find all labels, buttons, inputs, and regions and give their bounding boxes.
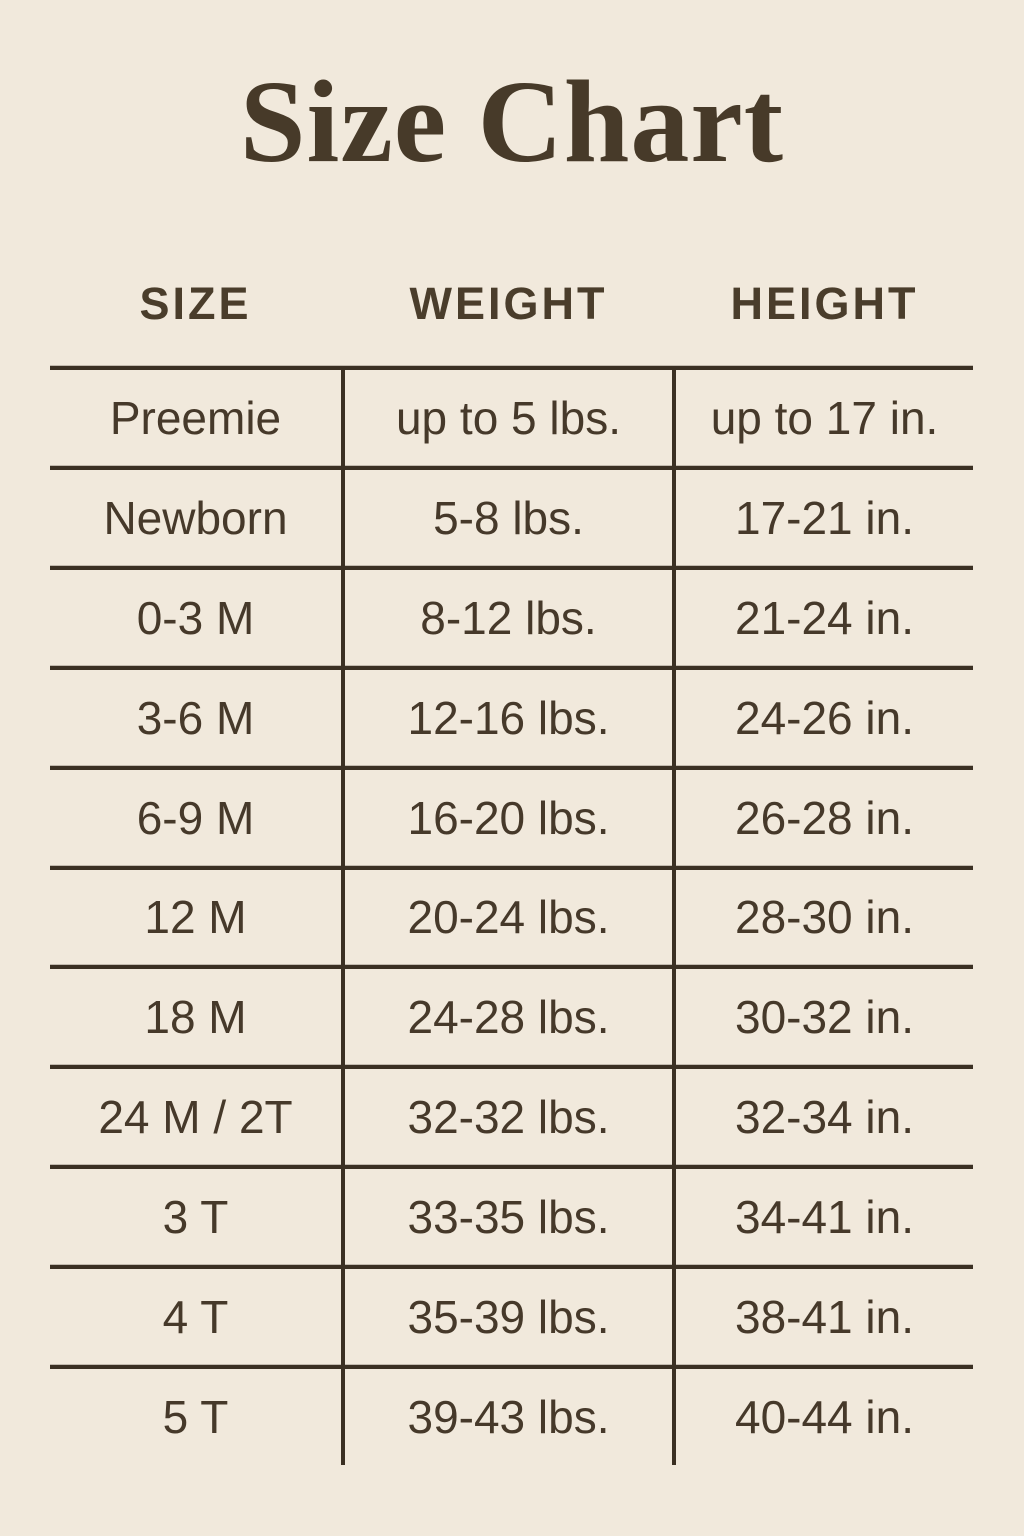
table-row-6-9m: 6-9 M 16-20 lbs. 26-28 in. <box>50 765 973 866</box>
table-row-18m: 18 M 24-28 lbs. 30-32 in. <box>50 965 973 1066</box>
table-row-4t: 4 T 35-39 lbs. 38-41 in. <box>50 1265 973 1366</box>
cell-weight: up to 5 lbs. <box>341 370 676 466</box>
size-table: Preemie up to 5 lbs. up to 17 in. Newbor… <box>50 366 973 1465</box>
column-header-weight: WEIGHT <box>409 278 608 329</box>
cell-size: 18 M <box>144 991 247 1044</box>
cell-height: 38-41 in. <box>734 1291 914 1344</box>
cell-size: 3-6 M <box>136 691 255 744</box>
cell-weight: 20-24 lbs. <box>341 869 676 966</box>
cell-size: 3 T <box>162 1191 229 1244</box>
table-header-row: SIZE WEIGHT HEIGHT <box>50 278 973 330</box>
page-title: Size Chart <box>239 56 785 187</box>
cell-weight: 8-12 lbs. <box>341 569 676 666</box>
cell-height: 32-34 in. <box>734 1091 914 1144</box>
cell-height: 40-44 in. <box>734 1391 914 1444</box>
cell-size: 0-3 M <box>136 591 255 644</box>
column-header-height: HEIGHT <box>730 278 919 329</box>
cell-weight: 33-35 lbs. <box>341 1169 676 1266</box>
cell-weight: 24-28 lbs. <box>341 969 676 1066</box>
cell-weight: 32-32 lbs. <box>341 1069 676 1166</box>
cell-height: 17-21 in. <box>734 491 914 544</box>
cell-weight: 5-8 lbs. <box>341 469 676 566</box>
cell-height: 24-26 in. <box>734 691 914 744</box>
table-row-newborn: Newborn 5-8 lbs. 17-21 in. <box>50 465 973 566</box>
cell-size: 12 M <box>144 891 247 944</box>
table-row-24m-2t: 24 M / 2T 32-32 lbs. 32-34 in. <box>50 1065 973 1166</box>
column-header-size: SIZE <box>139 278 252 329</box>
cell-height: 26-28 in. <box>734 791 914 844</box>
cell-height: up to 17 in. <box>710 391 939 444</box>
cell-weight: 39-43 lbs. <box>341 1369 676 1465</box>
table-row-0-3m: 0-3 M 8-12 lbs. 21-24 in. <box>50 565 973 666</box>
cell-height: 21-24 in. <box>734 591 914 644</box>
cell-size: Newborn <box>103 491 288 544</box>
cell-height: 30-32 in. <box>734 991 914 1044</box>
table-row-3-6m: 3-6 M 12-16 lbs. 24-26 in. <box>50 665 973 766</box>
cell-size: 24 M / 2T <box>98 1091 293 1144</box>
table-row-12m: 12 M 20-24 lbs. 28-30 in. <box>50 865 973 966</box>
cell-height: 34-41 in. <box>734 1191 914 1244</box>
cell-weight: 12-16 lbs. <box>341 669 676 766</box>
cell-height: 28-30 in. <box>734 891 914 944</box>
cell-size: 4 T <box>162 1291 229 1344</box>
cell-weight: 35-39 lbs. <box>341 1269 676 1366</box>
table-row-3t: 3 T 33-35 lbs. 34-41 in. <box>50 1165 973 1266</box>
cell-size: 6-9 M <box>136 791 255 844</box>
cell-size: 5 T <box>162 1391 229 1444</box>
cell-size: Preemie <box>109 391 282 444</box>
cell-weight: 16-20 lbs. <box>341 769 676 866</box>
table-row-5t: 5 T 39-43 lbs. 40-44 in. <box>50 1365 973 1465</box>
table-row-preemie: Preemie up to 5 lbs. up to 17 in. <box>50 366 973 466</box>
